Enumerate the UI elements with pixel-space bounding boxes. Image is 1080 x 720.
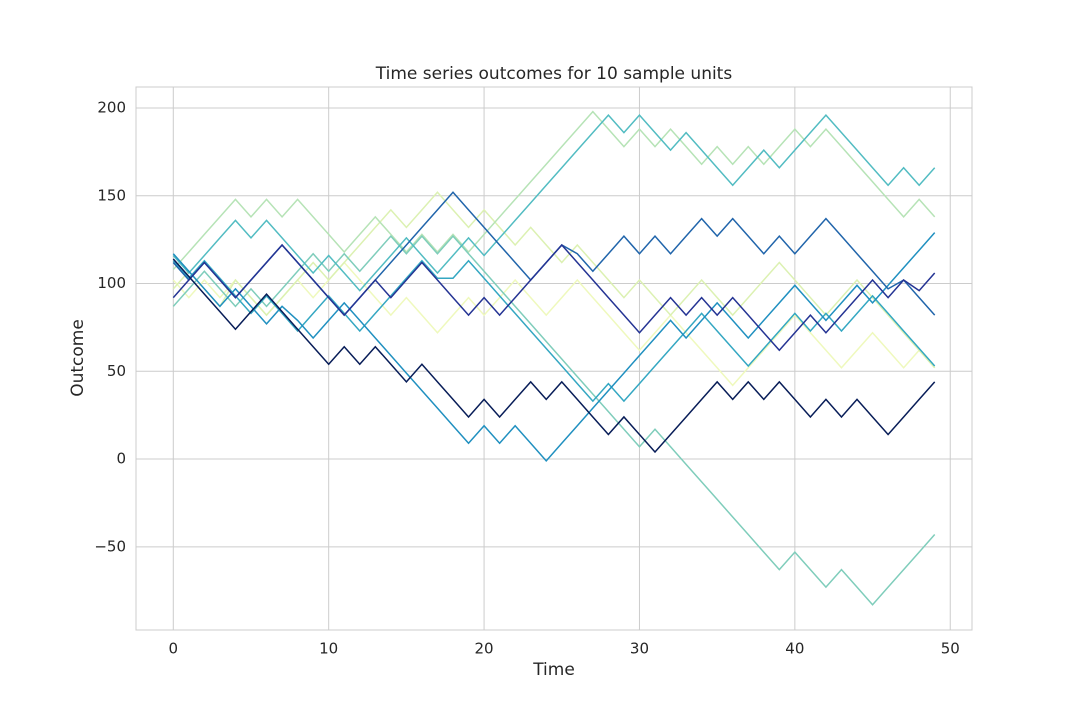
y-tick-label: −50 <box>94 537 126 555</box>
x-tick-label: 0 <box>169 640 179 658</box>
y-tick-label: 150 <box>97 186 126 204</box>
y-tick-label: 100 <box>97 274 126 292</box>
x-axis-label: Time <box>532 660 575 680</box>
chart-title: Time series outcomes for 10 sample units <box>375 64 733 84</box>
series-line <box>172 235 936 606</box>
series-line <box>172 113 936 292</box>
y-tick-label: 0 <box>116 450 126 468</box>
y-axis-label: Outcome <box>68 319 88 397</box>
plot-frame <box>135 86 973 631</box>
x-tick-label: 50 <box>941 640 960 658</box>
series-line <box>172 261 936 387</box>
x-tick-label: 30 <box>630 640 649 658</box>
series-line <box>172 110 936 271</box>
series-line <box>172 232 936 462</box>
series-line <box>172 259 936 403</box>
y-tick-label: 200 <box>97 99 126 117</box>
x-tick-label: 10 <box>319 640 338 658</box>
x-tick-label: 20 <box>475 640 494 658</box>
x-tick-label: 40 <box>785 640 804 658</box>
series-line <box>172 243 936 352</box>
y-tick-label: 50 <box>107 362 126 380</box>
series-line <box>172 258 936 454</box>
